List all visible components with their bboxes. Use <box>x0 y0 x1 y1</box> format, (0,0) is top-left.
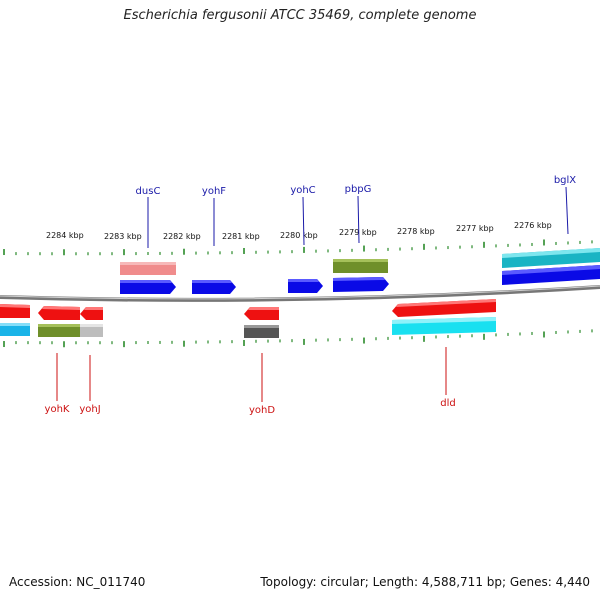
gene-label: pbpG <box>345 184 372 195</box>
leader-line <box>302 196 305 246</box>
feature-block-darkgrey <box>244 325 279 338</box>
feature-block-olive <box>333 259 388 273</box>
kbp-label: 2280 kbp <box>280 231 318 240</box>
kbp-label: 2279 kbp <box>339 228 377 237</box>
kbp-label: 2278 kbp <box>397 227 435 236</box>
feature-block-grey <box>80 324 103 337</box>
gene-label: bglX <box>554 175 576 186</box>
gene-label: yohF <box>202 186 226 197</box>
kbp-label: 2282 kbp <box>163 232 201 241</box>
reverse-gene-arrow <box>80 307 103 320</box>
accession-text: Accession: NC_011740 <box>9 575 146 589</box>
leader-line <box>357 195 360 244</box>
scale-ticks-top <box>3 239 593 256</box>
gene-label: yohD <box>249 405 275 416</box>
feature-block-cyan <box>0 323 30 336</box>
feature-block-pink <box>120 262 176 275</box>
gene-label: dld <box>440 398 455 409</box>
gene-label: yohK <box>45 404 70 415</box>
forward-gene-arrow <box>333 277 389 292</box>
kbp-label: 2277 kbp <box>456 224 494 233</box>
genome-title: Escherichia fergusonii ATCC 35469, compl… <box>123 8 477 23</box>
scale-ticks-bottom <box>3 329 593 348</box>
kbp-label: 2283 kbp <box>104 232 142 241</box>
gene-label: yohC <box>290 185 315 196</box>
forward-gene-arrow <box>120 280 176 294</box>
kbp-label: 2281 kbp <box>222 232 260 241</box>
kbp-label: 2284 kbp <box>46 231 84 240</box>
topology-summary: Topology: circular; Length: 4,588,711 bp… <box>260 575 590 589</box>
genome-backbone-highlight <box>0 285 600 300</box>
gene-label: dusC <box>136 186 161 197</box>
reverse-gene-arrow <box>244 307 279 320</box>
gene-label: yohJ <box>79 404 100 415</box>
feature-block-olive <box>38 324 80 337</box>
leader-line <box>565 186 569 235</box>
forward-gene-arrow <box>192 280 236 294</box>
genome-backbone <box>0 285 600 302</box>
forward-gene-arrow <box>288 279 323 293</box>
kbp-label: 2276 kbp <box>514 221 552 230</box>
